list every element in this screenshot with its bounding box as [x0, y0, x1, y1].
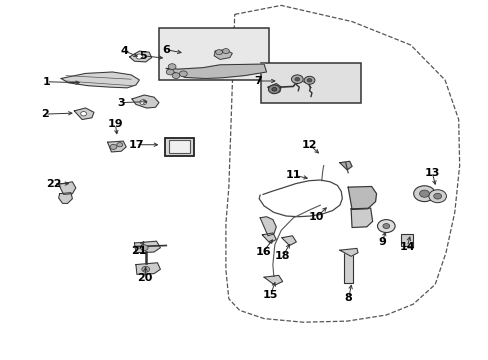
Text: 10: 10: [308, 212, 324, 222]
Text: 21: 21: [130, 246, 146, 256]
Text: 20: 20: [137, 273, 153, 283]
Text: 3: 3: [117, 98, 125, 108]
Text: 22: 22: [46, 179, 61, 189]
Circle shape: [215, 50, 222, 55]
Polygon shape: [347, 186, 376, 210]
Polygon shape: [61, 72, 139, 88]
Bar: [261, 63, 361, 103]
Polygon shape: [339, 248, 357, 256]
Circle shape: [136, 54, 142, 59]
Circle shape: [377, 220, 394, 233]
Text: 14: 14: [399, 242, 414, 252]
Text: 11: 11: [285, 170, 301, 180]
Bar: [343, 252, 352, 283]
Polygon shape: [166, 64, 266, 78]
Polygon shape: [281, 236, 296, 246]
Polygon shape: [267, 84, 281, 94]
Circle shape: [172, 73, 180, 78]
Circle shape: [433, 193, 441, 199]
Bar: [159, 28, 268, 80]
Circle shape: [166, 69, 174, 75]
Polygon shape: [59, 193, 72, 203]
Circle shape: [413, 186, 434, 202]
Circle shape: [428, 190, 446, 203]
Circle shape: [294, 77, 299, 81]
Polygon shape: [132, 95, 159, 108]
Circle shape: [140, 245, 148, 251]
Text: 7: 7: [253, 76, 261, 86]
Polygon shape: [129, 51, 151, 62]
Circle shape: [419, 190, 428, 197]
Polygon shape: [264, 275, 282, 285]
Text: 19: 19: [107, 119, 123, 129]
Circle shape: [304, 76, 314, 84]
Text: 15: 15: [262, 290, 278, 300]
Circle shape: [179, 71, 187, 77]
Text: 1: 1: [42, 77, 50, 87]
Circle shape: [168, 64, 176, 69]
Text: 5: 5: [139, 51, 147, 61]
Text: 12: 12: [301, 140, 317, 150]
Text: 6: 6: [162, 45, 170, 55]
Polygon shape: [262, 233, 276, 243]
Bar: [400, 234, 412, 246]
Polygon shape: [260, 217, 276, 236]
Circle shape: [110, 144, 117, 149]
Text: 2: 2: [41, 109, 49, 119]
Circle shape: [117, 143, 122, 147]
Circle shape: [382, 224, 389, 229]
Text: 16: 16: [255, 247, 270, 257]
Polygon shape: [74, 108, 94, 120]
Polygon shape: [350, 208, 372, 228]
Text: 13: 13: [424, 168, 439, 178]
Bar: [169, 140, 189, 153]
Circle shape: [222, 49, 229, 54]
Polygon shape: [214, 50, 232, 59]
Text: 8: 8: [344, 293, 352, 303]
Circle shape: [81, 112, 86, 116]
Circle shape: [306, 78, 311, 82]
Circle shape: [271, 87, 276, 91]
Polygon shape: [136, 263, 160, 274]
Circle shape: [142, 266, 149, 272]
Polygon shape: [339, 161, 351, 170]
Circle shape: [291, 75, 303, 84]
Polygon shape: [107, 141, 126, 152]
Text: 17: 17: [128, 140, 143, 150]
Text: 4: 4: [121, 46, 128, 56]
Polygon shape: [59, 182, 76, 194]
Bar: [165, 138, 193, 156]
Text: 18: 18: [274, 251, 290, 261]
Text: 9: 9: [378, 237, 386, 247]
Polygon shape: [134, 241, 160, 253]
Circle shape: [140, 100, 146, 105]
Circle shape: [268, 85, 280, 94]
